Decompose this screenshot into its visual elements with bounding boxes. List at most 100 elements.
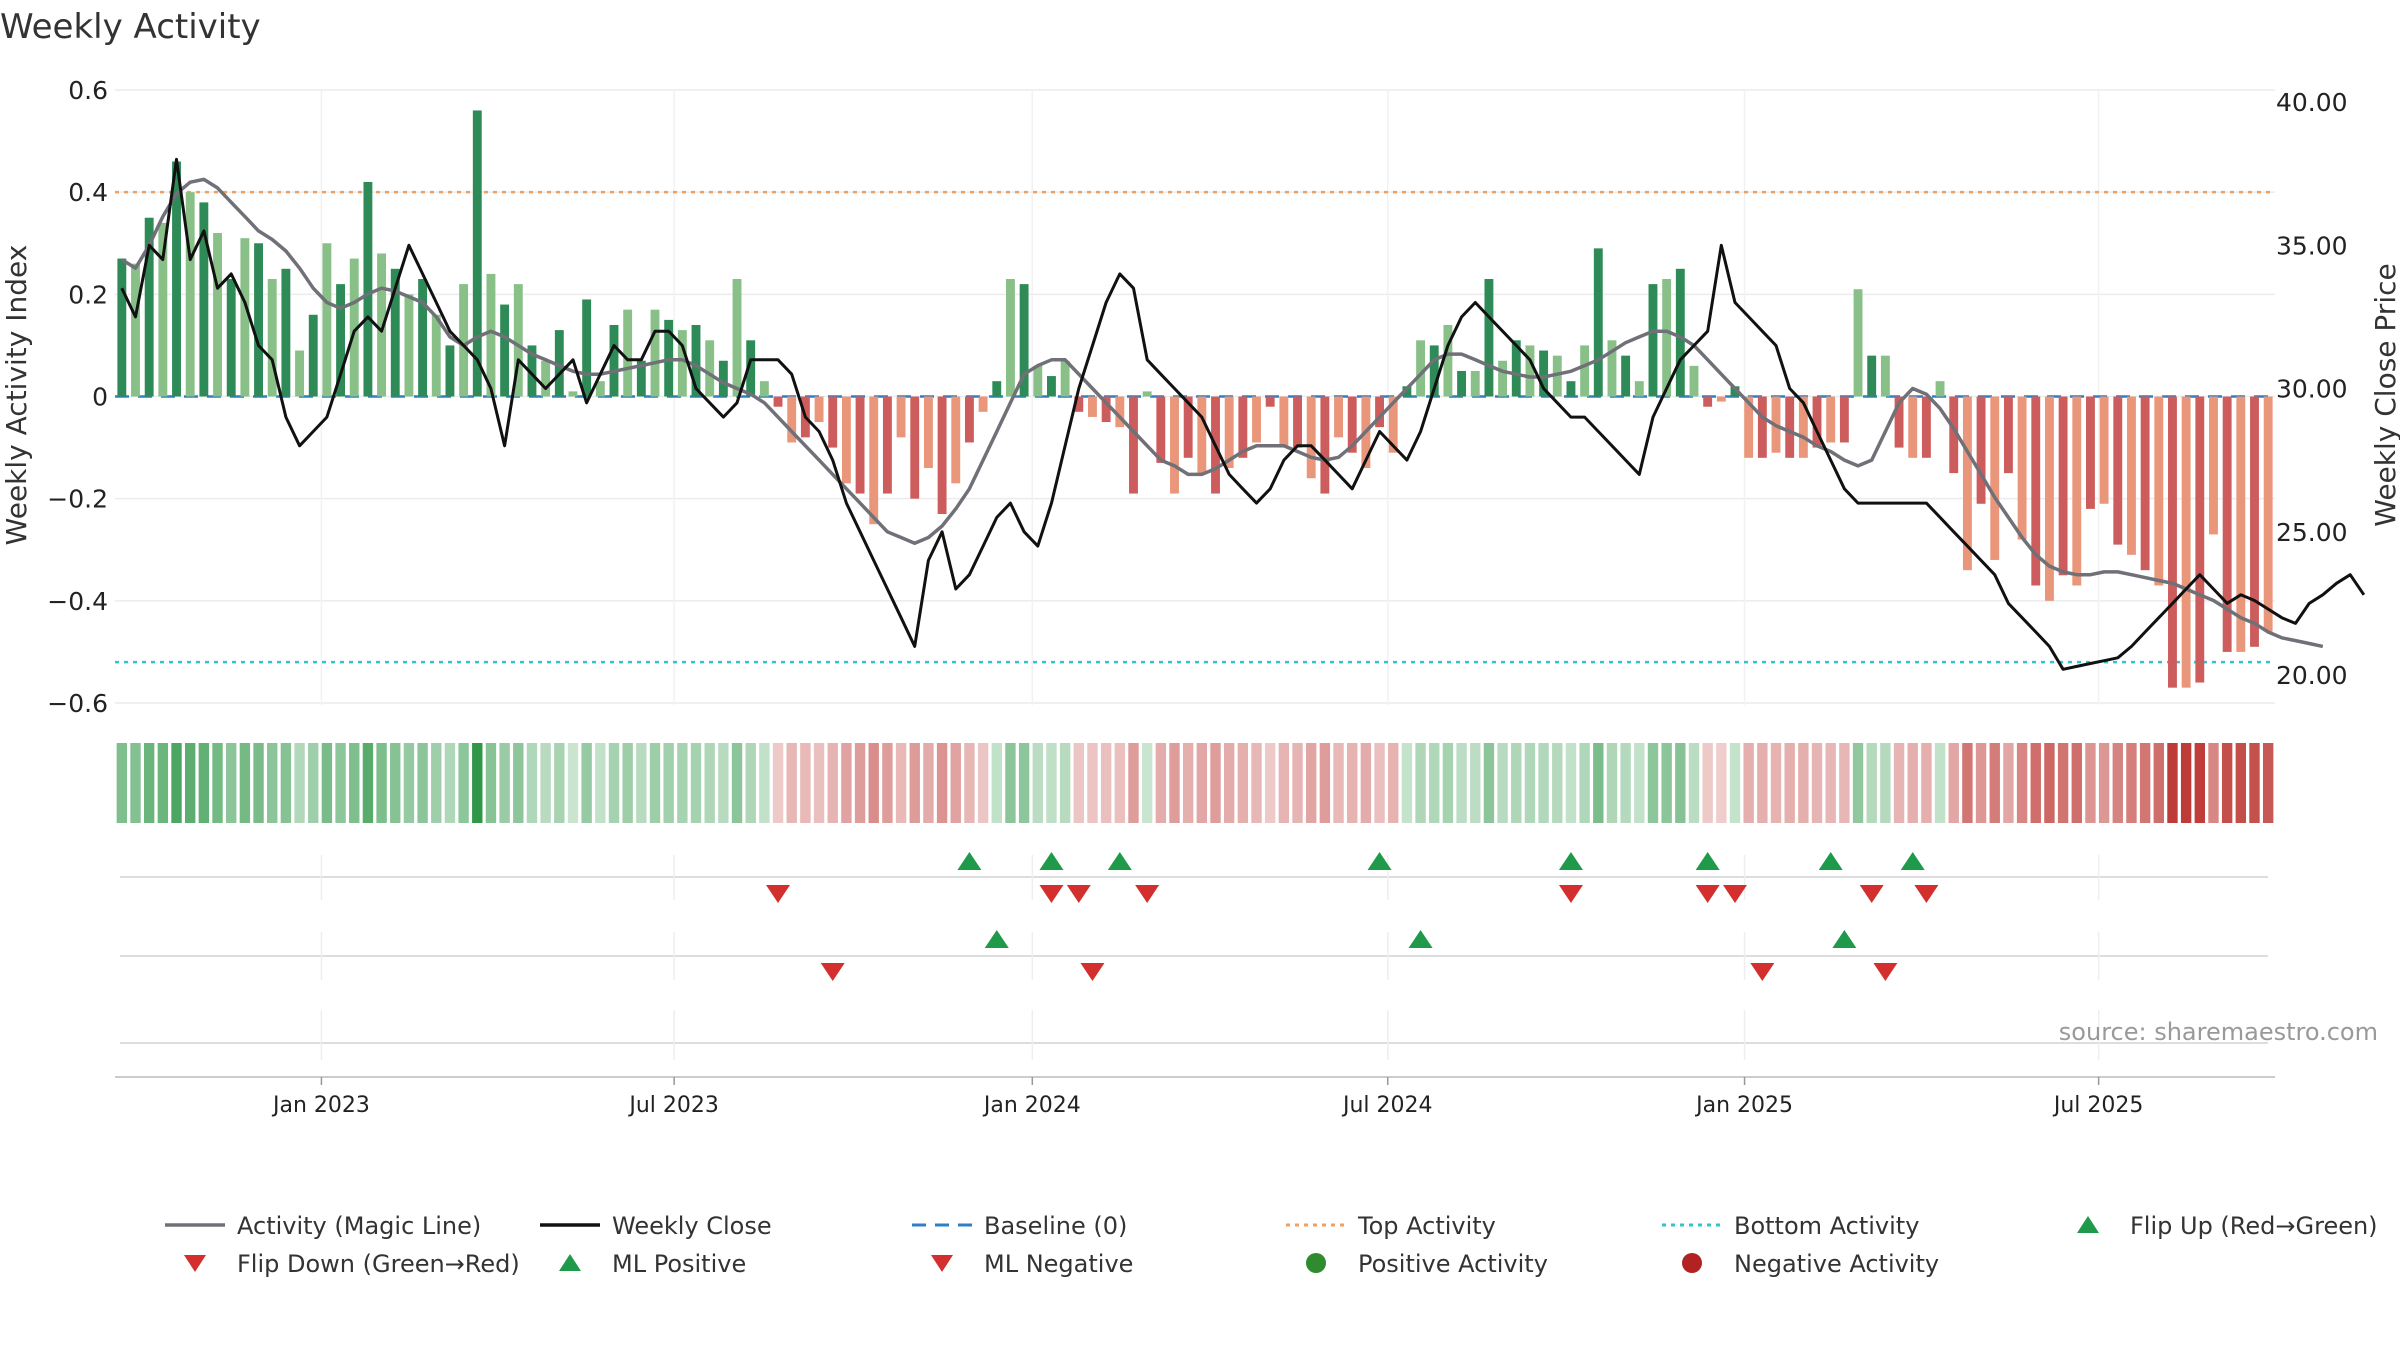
activity-bar — [1716, 396, 1726, 402]
activity-bar — [691, 324, 701, 397]
flip-up-marker — [1367, 852, 1392, 870]
heat-cell — [157, 743, 169, 823]
heat-cell — [2180, 743, 2192, 823]
heat-cell — [1975, 743, 1987, 823]
activity-bar — [1990, 396, 2000, 560]
legend-label: ML Negative — [984, 1250, 1133, 1278]
activity-bar — [1580, 345, 1590, 397]
heat-cell — [2208, 743, 2219, 823]
heat-cell — [677, 743, 688, 823]
source-label: source: sharemaestro.com — [2059, 1018, 2378, 1046]
heat-cell — [608, 743, 620, 823]
left-tick-label: −0.2 — [47, 485, 108, 514]
activity-bar — [2127, 396, 2136, 555]
heat-cell — [1688, 743, 1700, 823]
activity-bar — [349, 258, 359, 397]
legend-item: Weekly Close — [540, 1212, 772, 1240]
activity-bar — [1334, 396, 1343, 438]
activity-bar — [2003, 396, 2013, 474]
heat-cell — [1770, 743, 1782, 823]
heat-cell — [882, 743, 893, 823]
right-tick-label: 40.00 — [2276, 88, 2348, 117]
activity-bar — [2086, 396, 2095, 509]
heat-cell — [1647, 743, 1659, 823]
activity-bar — [1511, 340, 1521, 397]
activity-bar — [2195, 396, 2205, 683]
activity-bar — [1170, 396, 1179, 494]
heat-cell — [1442, 743, 1454, 823]
heat-cell — [1128, 743, 1139, 823]
flip-up-marker — [1039, 852, 1064, 870]
price-lines — [120, 157, 2366, 671]
heat-cell — [417, 743, 428, 823]
heat-cell — [499, 743, 510, 823]
legend-label: Weekly Close — [612, 1212, 772, 1240]
heat-cell — [2126, 743, 2137, 823]
legend-swatch-circle — [1682, 1253, 1702, 1273]
activity-bar — [951, 396, 961, 484]
activity-bar — [1867, 355, 1877, 397]
heat-cell — [772, 743, 784, 823]
activity-bar — [568, 391, 578, 397]
flip-up-marker — [957, 852, 982, 870]
heat-cell — [1675, 743, 1686, 823]
heat-cell — [1141, 743, 1153, 823]
heat-cell — [116, 743, 128, 823]
legend-label: Top Activity — [1357, 1212, 1496, 1240]
activity-bar — [2263, 396, 2273, 632]
right-tick-label: 20.00 — [2276, 661, 2348, 690]
activity-bar — [855, 396, 865, 494]
heat-cell — [143, 743, 155, 823]
heat-cell — [349, 743, 360, 823]
activity-bar — [1402, 386, 1412, 397]
activity-bar — [1593, 248, 1603, 397]
heat-cell — [841, 743, 852, 823]
heat-cell — [526, 743, 538, 823]
activity-bar — [1566, 381, 1576, 397]
heat-cell — [1251, 743, 1262, 823]
heat-cell — [253, 743, 264, 823]
activity-bar — [1279, 396, 1289, 448]
activity-bar — [1962, 396, 1972, 571]
activity-bar — [1621, 355, 1631, 397]
flip-up-marker — [1818, 852, 1843, 870]
legend-label: Negative Activity — [1734, 1250, 1939, 1278]
heat-cell — [731, 743, 743, 823]
activity-bar — [1088, 396, 1097, 417]
activity-bar — [814, 396, 824, 423]
heat-cell — [786, 743, 797, 823]
heat-cell — [1702, 743, 1713, 823]
flip-up-marker — [1695, 852, 1720, 870]
activity-bar — [650, 309, 660, 397]
activity-bar — [254, 243, 263, 397]
left-tick-label: −0.4 — [47, 587, 108, 616]
heat-cell — [800, 743, 811, 823]
ml-positive-marker — [1408, 930, 1433, 948]
heat-cell — [1264, 743, 1276, 823]
heat-cell — [1729, 743, 1741, 823]
legend-item: ML Positive — [559, 1250, 746, 1278]
activity-bar — [1894, 396, 1904, 448]
activity-bar — [295, 350, 304, 397]
activity-bar — [1238, 396, 1248, 458]
x-tick-label: Jul 2025 — [2052, 1093, 2144, 1118]
legend: Activity (Magic Line) Weekly Close Baselin… — [165, 1212, 2378, 1278]
heat-cell — [1347, 743, 1358, 823]
heat-cell — [1210, 743, 1221, 823]
activity-bar — [623, 309, 633, 397]
heat-cell — [1552, 743, 1563, 823]
heat-cell — [1921, 743, 1932, 823]
left-tick-label: 0.2 — [68, 280, 108, 309]
activity-bar — [1252, 396, 1261, 443]
heat-cell — [226, 743, 237, 823]
heat-cell — [2167, 743, 2178, 823]
heat-cell — [1319, 743, 1331, 823]
heat-cell — [212, 743, 223, 823]
heat-cell — [321, 743, 333, 823]
activity-bar — [185, 192, 195, 397]
heat-cell — [1784, 743, 1795, 823]
activity-bar — [787, 396, 797, 443]
activity-bar — [1388, 396, 1398, 453]
activity-bar — [1744, 396, 1754, 458]
activity-bar — [144, 217, 154, 397]
